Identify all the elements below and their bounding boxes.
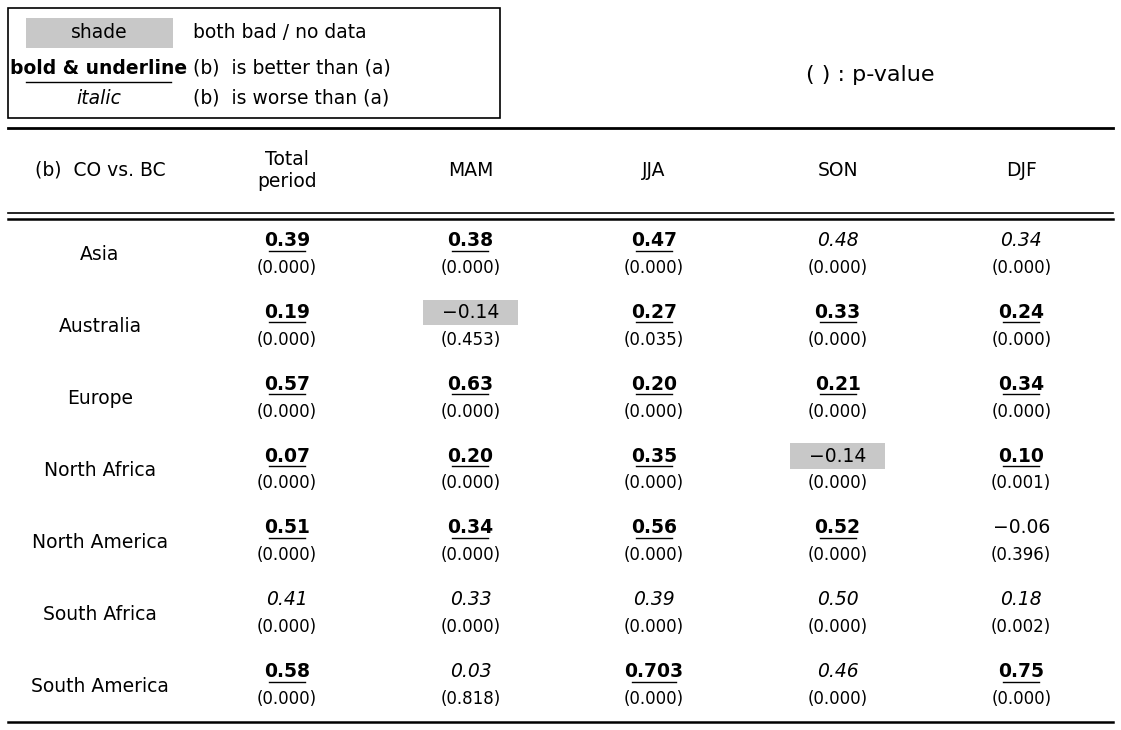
Text: (0.000): (0.000) bbox=[991, 690, 1051, 708]
Text: (0.000): (0.000) bbox=[441, 474, 500, 493]
Text: (0.000): (0.000) bbox=[991, 402, 1051, 420]
Text: (0.000): (0.000) bbox=[624, 259, 684, 277]
Text: 0.34: 0.34 bbox=[447, 518, 493, 537]
Text: (0.001): (0.001) bbox=[991, 474, 1051, 493]
Text: 0.47: 0.47 bbox=[631, 231, 677, 250]
Text: JJA: JJA bbox=[642, 161, 666, 180]
Text: (0.000): (0.000) bbox=[257, 331, 317, 349]
Text: 0.75: 0.75 bbox=[998, 662, 1044, 681]
Text: 0.63: 0.63 bbox=[447, 374, 493, 393]
Text: (0.000): (0.000) bbox=[624, 618, 684, 636]
Bar bbox=[26, 18, 173, 48]
Text: 0.52: 0.52 bbox=[815, 518, 861, 537]
Text: 0.24: 0.24 bbox=[998, 303, 1044, 322]
Text: −0.14: −0.14 bbox=[809, 447, 867, 466]
Text: 0.33: 0.33 bbox=[815, 303, 861, 322]
Text: (0.000): (0.000) bbox=[257, 259, 317, 277]
Text: 0.20: 0.20 bbox=[447, 447, 493, 466]
Text: (b)  is worse than (a): (b) is worse than (a) bbox=[193, 89, 389, 108]
Text: (0.000): (0.000) bbox=[807, 331, 868, 349]
Text: (b)  CO vs. BC: (b) CO vs. BC bbox=[35, 161, 165, 180]
Text: North America: North America bbox=[31, 533, 168, 552]
Text: (0.000): (0.000) bbox=[257, 474, 317, 493]
Text: 0.51: 0.51 bbox=[263, 518, 309, 537]
Text: Asia: Asia bbox=[81, 245, 120, 264]
Bar bbox=[423, 299, 518, 325]
Text: (0.000): (0.000) bbox=[257, 618, 317, 636]
Text: 0.58: 0.58 bbox=[263, 662, 309, 681]
Text: −0.06: −0.06 bbox=[992, 518, 1050, 537]
Text: 0.39: 0.39 bbox=[633, 591, 675, 610]
Text: bold & underline: bold & underline bbox=[10, 59, 187, 78]
Text: 0.56: 0.56 bbox=[631, 518, 677, 537]
Text: 0.703: 0.703 bbox=[624, 662, 684, 681]
Text: Europe: Europe bbox=[67, 389, 133, 408]
Text: North Africa: North Africa bbox=[44, 461, 156, 480]
Text: shade: shade bbox=[71, 23, 128, 42]
Text: 0.34: 0.34 bbox=[998, 374, 1045, 393]
Text: 0.50: 0.50 bbox=[817, 591, 859, 610]
Text: 0.39: 0.39 bbox=[263, 231, 309, 250]
Text: MAM: MAM bbox=[447, 161, 493, 180]
Text: (b)  is better than (a): (b) is better than (a) bbox=[193, 59, 391, 78]
Text: (0.000): (0.000) bbox=[991, 331, 1051, 349]
Text: 0.38: 0.38 bbox=[447, 231, 493, 250]
Text: 0.21: 0.21 bbox=[815, 374, 861, 393]
Text: DJF: DJF bbox=[1006, 161, 1037, 180]
Text: (0.000): (0.000) bbox=[807, 259, 868, 277]
Text: (0.000): (0.000) bbox=[257, 402, 317, 420]
Text: (0.000): (0.000) bbox=[257, 690, 317, 708]
Bar bbox=[790, 443, 886, 469]
Text: (0.000): (0.000) bbox=[807, 474, 868, 493]
Text: both bad / no data: both bad / no data bbox=[193, 23, 367, 42]
Text: 0.41: 0.41 bbox=[266, 591, 307, 610]
Text: (0.000): (0.000) bbox=[441, 259, 500, 277]
Text: (0.000): (0.000) bbox=[624, 402, 684, 420]
Text: 0.20: 0.20 bbox=[631, 374, 677, 393]
Text: (0.818): (0.818) bbox=[441, 690, 500, 708]
Text: South Africa: South Africa bbox=[43, 604, 157, 623]
Text: (0.000): (0.000) bbox=[807, 690, 868, 708]
Text: (0.396): (0.396) bbox=[991, 546, 1051, 564]
Text: 0.48: 0.48 bbox=[817, 231, 859, 250]
Text: (0.000): (0.000) bbox=[441, 618, 500, 636]
Text: (0.000): (0.000) bbox=[257, 546, 317, 564]
Text: (0.000): (0.000) bbox=[441, 402, 500, 420]
Text: (0.453): (0.453) bbox=[441, 331, 500, 349]
Text: 0.57: 0.57 bbox=[263, 374, 309, 393]
Text: −0.14: −0.14 bbox=[442, 303, 499, 322]
Text: 0.27: 0.27 bbox=[631, 303, 677, 322]
Text: SON: SON bbox=[817, 161, 858, 180]
Text: (0.000): (0.000) bbox=[624, 546, 684, 564]
Text: 0.10: 0.10 bbox=[999, 447, 1044, 466]
Text: (0.000): (0.000) bbox=[807, 618, 868, 636]
Text: Total
period: Total period bbox=[257, 150, 316, 191]
Bar bbox=[8, 8, 500, 118]
Text: (0.000): (0.000) bbox=[441, 546, 500, 564]
Text: (0.000): (0.000) bbox=[624, 690, 684, 708]
Text: (0.000): (0.000) bbox=[991, 259, 1051, 277]
Text: 0.34: 0.34 bbox=[1000, 231, 1043, 250]
Text: (0.000): (0.000) bbox=[624, 474, 684, 493]
Text: (0.002): (0.002) bbox=[991, 618, 1051, 636]
Text: 0.33: 0.33 bbox=[450, 591, 491, 610]
Text: ( ) : p-value: ( ) : p-value bbox=[806, 65, 934, 85]
Text: (0.000): (0.000) bbox=[807, 402, 868, 420]
Text: 0.46: 0.46 bbox=[817, 662, 859, 681]
Text: 0.03: 0.03 bbox=[450, 662, 491, 681]
Text: (0.000): (0.000) bbox=[807, 546, 868, 564]
Text: 0.35: 0.35 bbox=[631, 447, 677, 466]
Text: 0.19: 0.19 bbox=[263, 303, 309, 322]
Text: 0.07: 0.07 bbox=[263, 447, 309, 466]
Text: (0.035): (0.035) bbox=[624, 331, 684, 349]
Text: italic: italic bbox=[76, 89, 121, 108]
Text: 0.18: 0.18 bbox=[1000, 591, 1043, 610]
Text: Australia: Australia bbox=[58, 318, 141, 337]
Text: South America: South America bbox=[31, 677, 169, 696]
